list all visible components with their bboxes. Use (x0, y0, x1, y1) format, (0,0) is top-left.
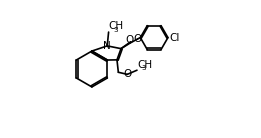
Text: CH: CH (109, 21, 124, 31)
Text: O: O (123, 69, 132, 79)
Text: CH: CH (138, 59, 153, 70)
Text: N: N (103, 41, 111, 51)
Text: O: O (126, 35, 134, 45)
Text: 3: 3 (142, 65, 146, 71)
Text: Cl: Cl (169, 33, 180, 43)
Text: 3: 3 (113, 27, 118, 33)
Text: O: O (133, 34, 142, 44)
